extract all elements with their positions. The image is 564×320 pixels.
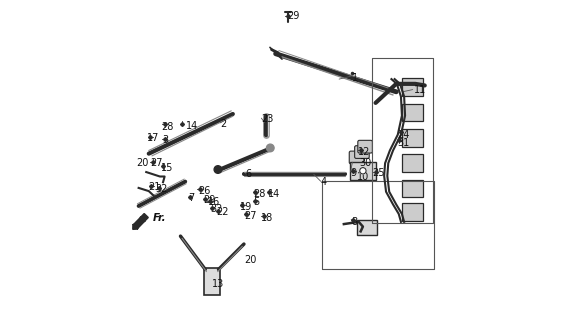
Text: 7: 7 bbox=[188, 193, 194, 203]
Text: 9: 9 bbox=[350, 168, 356, 178]
FancyBboxPatch shape bbox=[402, 204, 422, 221]
Text: 32: 32 bbox=[156, 184, 168, 194]
Text: 6: 6 bbox=[245, 169, 252, 179]
Text: 29: 29 bbox=[287, 11, 299, 21]
Text: 30: 30 bbox=[360, 158, 372, 168]
Text: 13: 13 bbox=[212, 279, 224, 289]
Text: Fr.: Fr. bbox=[153, 213, 166, 223]
Text: 23: 23 bbox=[261, 114, 274, 124]
Text: 32: 32 bbox=[210, 204, 223, 214]
FancyBboxPatch shape bbox=[402, 129, 422, 147]
Text: 25: 25 bbox=[372, 168, 385, 178]
Text: 8: 8 bbox=[352, 217, 358, 227]
Text: 19: 19 bbox=[240, 202, 252, 212]
Text: 10: 10 bbox=[356, 172, 369, 182]
Text: 22: 22 bbox=[216, 207, 228, 217]
Text: 5: 5 bbox=[253, 197, 259, 207]
FancyBboxPatch shape bbox=[349, 151, 364, 164]
Text: 3: 3 bbox=[162, 135, 168, 145]
Circle shape bbox=[214, 166, 222, 173]
FancyBboxPatch shape bbox=[402, 154, 422, 172]
FancyBboxPatch shape bbox=[402, 104, 422, 121]
Text: 1: 1 bbox=[352, 73, 358, 83]
Text: 31: 31 bbox=[397, 138, 409, 148]
Text: 26: 26 bbox=[198, 186, 210, 196]
Text: 24: 24 bbox=[397, 130, 409, 140]
FancyBboxPatch shape bbox=[402, 78, 422, 96]
Text: 2: 2 bbox=[220, 118, 226, 129]
Text: 18: 18 bbox=[261, 213, 274, 223]
Text: 28: 28 bbox=[253, 189, 265, 199]
Text: 21: 21 bbox=[148, 182, 160, 192]
Text: 28: 28 bbox=[161, 122, 174, 132]
Text: 27: 27 bbox=[245, 211, 257, 220]
Text: 11: 11 bbox=[413, 85, 426, 95]
Text: 20: 20 bbox=[245, 255, 257, 265]
FancyBboxPatch shape bbox=[350, 162, 376, 180]
Text: 17: 17 bbox=[147, 133, 160, 143]
Circle shape bbox=[360, 168, 366, 174]
Text: 14: 14 bbox=[186, 121, 199, 131]
Text: 20: 20 bbox=[136, 158, 149, 168]
Text: 12: 12 bbox=[358, 147, 370, 157]
Text: 16: 16 bbox=[209, 197, 221, 207]
FancyBboxPatch shape bbox=[355, 146, 369, 158]
Text: 29: 29 bbox=[204, 195, 215, 205]
Text: 27: 27 bbox=[151, 158, 163, 168]
Text: 4: 4 bbox=[321, 177, 327, 187]
FancyBboxPatch shape bbox=[204, 268, 220, 295]
Circle shape bbox=[266, 144, 274, 152]
Text: 15: 15 bbox=[161, 163, 173, 172]
Text: 14: 14 bbox=[268, 189, 280, 199]
FancyArrow shape bbox=[133, 213, 148, 229]
FancyBboxPatch shape bbox=[358, 220, 377, 235]
FancyBboxPatch shape bbox=[402, 180, 422, 197]
FancyBboxPatch shape bbox=[358, 140, 372, 153]
